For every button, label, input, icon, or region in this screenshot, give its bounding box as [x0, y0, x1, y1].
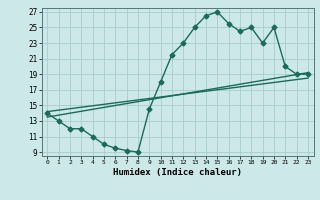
X-axis label: Humidex (Indice chaleur): Humidex (Indice chaleur): [113, 168, 242, 177]
